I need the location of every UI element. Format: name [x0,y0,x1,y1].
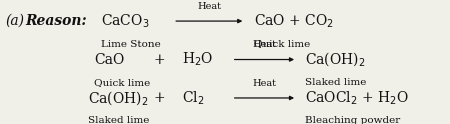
Text: Heat: Heat [197,2,221,11]
Text: H$_2$O: H$_2$O [182,51,214,68]
Text: Quick lime: Quick lime [94,78,151,87]
Text: CaOCl$_2$ + H$_2$O: CaOCl$_2$ + H$_2$O [305,89,409,107]
Text: Reason:: Reason: [26,14,87,28]
Text: Cl$_2$: Cl$_2$ [182,89,205,107]
Text: CaCO$_3$: CaCO$_3$ [101,12,150,30]
Text: Slaked lime: Slaked lime [88,116,149,124]
Text: Lime Stone: Lime Stone [101,40,161,48]
Text: +: + [154,53,166,66]
Text: Heat: Heat [252,40,276,49]
Text: Quick lime: Quick lime [254,40,310,48]
Text: Slaked lime: Slaked lime [305,78,366,87]
Text: (a): (a) [6,14,25,28]
Text: Ca(OH)$_2$: Ca(OH)$_2$ [305,51,366,68]
Text: +: + [154,91,166,105]
Text: Bleaching powder: Bleaching powder [305,116,400,124]
Text: CaO: CaO [94,53,125,66]
Text: CaO + CO$_2$: CaO + CO$_2$ [254,12,334,30]
Text: Heat: Heat [252,79,276,88]
Text: Ca(OH)$_2$: Ca(OH)$_2$ [88,89,148,107]
